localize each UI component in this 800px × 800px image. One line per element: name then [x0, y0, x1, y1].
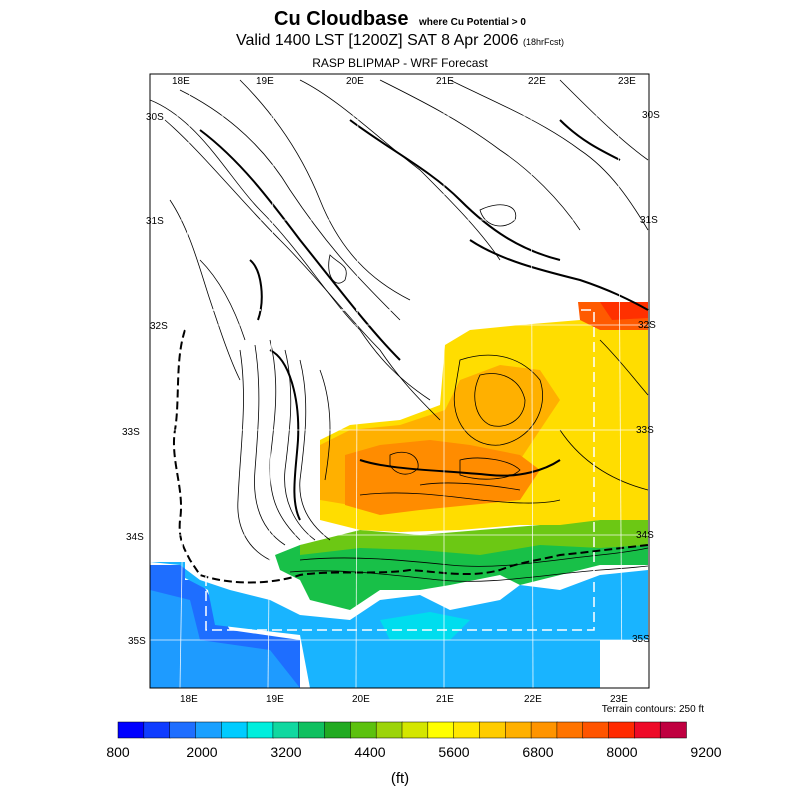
bottom-lon-label: 21E: [436, 694, 454, 705]
left-lat-label: 30S: [146, 112, 164, 123]
colorbar-unit: (ft): [390, 770, 410, 787]
left-lat-labels: 30S 31S 32S 33S 34S 35S: [122, 112, 168, 647]
top-lon-label: 19E: [256, 76, 274, 87]
field-blue-mid: [150, 590, 300, 688]
colorbar-swatch: [117, 721, 145, 739]
colorbar: [117, 721, 687, 739]
title-note: where Cu Potential > 0: [418, 17, 526, 28]
bottom-lon-label: 22E: [524, 694, 542, 705]
colorbar-label: 3200: [270, 744, 302, 760]
top-lon-labels: 18E 19E 20E 21E 22E 23E: [172, 76, 636, 87]
colorbar-swatch: [298, 721, 326, 739]
field-green-light: [300, 520, 648, 555]
colorbar-label: 9200: [690, 744, 722, 760]
valid-time: Valid 1400 LST [1200Z] SAT 8 Apr 2006 (1…: [0, 32, 800, 50]
colorbar-swatch: [169, 721, 197, 739]
valid-time-text: Valid 1400 LST [1200Z] SAT 8 Apr 2006: [235, 32, 519, 49]
colorbar-swatch: [427, 721, 455, 739]
field-red-inner: [600, 302, 648, 320]
bottom-lon-labels: 18E 19E 20E 21E 22E 23E: [180, 694, 628, 705]
top-lon-label: 21E: [436, 76, 454, 87]
terrain-contours-bold: [199, 119, 649, 521]
title-main: Cu Cloudbase: [274, 8, 409, 30]
colorbar-swatch: [634, 721, 661, 739]
coastline: [173, 329, 649, 584]
inner-domain-box: [205, 309, 595, 631]
colorbar-swatch: [479, 721, 507, 739]
top-lon-label: 23E: [618, 76, 636, 87]
colorbar-swatch: [143, 721, 171, 739]
chart-title: Cu Cloudbase where Cu Potential > 0: [0, 8, 800, 31]
field-cyan: [380, 612, 470, 640]
right-lat-labels: 30S 31S 32S 33S 34S 35S: [632, 110, 660, 645]
colorbar-swatch: [556, 721, 584, 739]
colorbar-swatch: [608, 721, 636, 739]
colorbar-swatch: [453, 721, 481, 739]
colorbar-swatch: [324, 721, 352, 739]
right-lat-label: 30S: [642, 110, 660, 121]
colorbar-swatch: [350, 721, 377, 739]
colorbar-label: 8000: [606, 744, 638, 760]
colorbar-swatch: [582, 721, 610, 739]
bottom-lon-label: 18E: [180, 694, 198, 705]
map-frame: [149, 73, 650, 689]
right-lat-label: 34S: [636, 530, 654, 541]
bottom-lon-label: 23E: [610, 694, 628, 705]
colorbar-swatch: [246, 721, 274, 739]
top-lon-label: 20E: [346, 76, 364, 87]
colorbar-label: 6800: [522, 744, 554, 760]
field-green: [275, 535, 648, 610]
right-lat-label: 31S: [640, 215, 658, 226]
terrain-note: Terrain contours: 250 ft: [601, 704, 704, 715]
colorbar-swatch: [530, 721, 558, 739]
colorbar-swatch: [272, 721, 300, 739]
model-name: RASP BLIPMAP - WRF Forecast: [312, 56, 488, 70]
right-lat-label: 32S: [638, 320, 656, 331]
left-lat-label: 31S: [146, 216, 164, 227]
left-lat-label: 34S: [126, 532, 144, 543]
colorbar-swatch: [659, 721, 687, 739]
colorbar-label: 5600: [438, 744, 470, 760]
right-lat-label: 35S: [632, 634, 650, 645]
top-lon-label: 18E: [172, 76, 190, 87]
bottom-lon-label: 20E: [352, 694, 370, 705]
graticule: [150, 74, 648, 688]
left-lat-label: 35S: [128, 636, 146, 647]
colorbar-swatch: [195, 721, 223, 739]
colorbar-swatch: [505, 721, 532, 739]
forecast-hour: (18hrFcst): [523, 37, 565, 47]
colorbar-swatch: [221, 721, 248, 739]
right-lat-label: 33S: [636, 425, 654, 436]
top-lon-label: 22E: [528, 76, 546, 87]
colorbar-label: 4400: [354, 744, 386, 760]
left-lat-label: 33S: [122, 427, 140, 438]
left-lat-label: 32S: [150, 321, 168, 332]
bottom-lon-label: 19E: [266, 694, 284, 705]
colorbar-swatch: [401, 721, 429, 739]
colorbar-label: 2000: [186, 744, 218, 760]
colorbar-label: 800: [106, 744, 130, 760]
colorbar-swatch: [375, 721, 403, 739]
map-area: [150, 74, 649, 688]
